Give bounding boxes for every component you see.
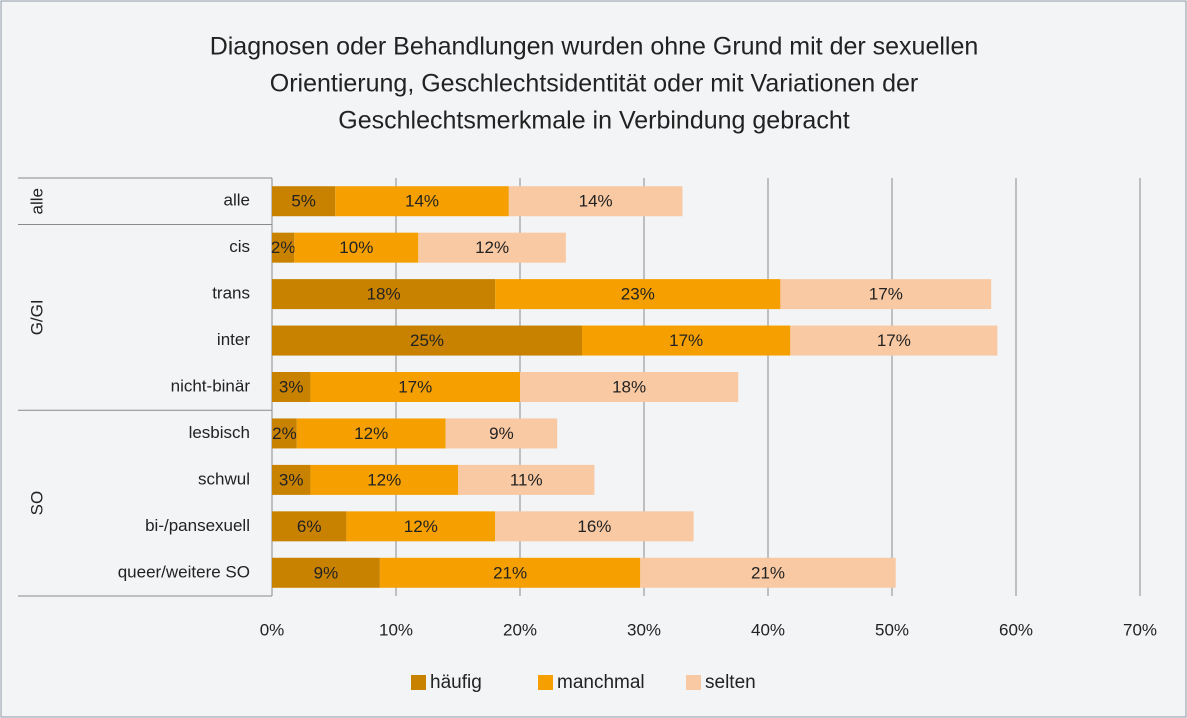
group-label: G/GI [27,299,46,335]
bar-segment [272,232,295,263]
chart-title: Diagnosen oder Behandlungen wurden ohne … [210,33,979,61]
data-label: 12% [404,517,438,536]
data-label: 18% [612,377,646,396]
bar-segment [272,186,336,217]
group-label: SO [27,491,46,516]
x-tick-label: 50% [875,620,909,639]
data-label: 12% [354,424,388,443]
data-label: 11% [510,470,543,489]
x-tick-label: 60% [999,620,1033,639]
data-label: 14% [579,192,613,211]
data-label: 17% [398,377,432,396]
y-tick-label: bi-/pansexuell [145,516,250,535]
legend-swatch [411,675,426,690]
bar-segment [780,279,992,310]
bar-segment [335,186,509,217]
y-tick-label: lesbisch [189,423,250,442]
bar-segment [640,557,896,588]
data-label: 17% [877,331,911,350]
bar-segment [310,464,458,495]
data-label: 2% [272,424,297,443]
legend-swatch [538,675,553,690]
x-tick-label: 20% [503,620,537,639]
y-tick-label: trans [212,284,250,303]
bar-segment [582,325,791,356]
data-label: 25% [410,331,444,350]
group-label: alle [27,188,46,214]
bar-segment [445,418,558,449]
data-label: 12% [475,238,509,257]
y-tick-label: nicht-binär [171,376,251,395]
bar-segment [418,232,566,263]
bar-segment [272,511,347,542]
legend-swatch [686,675,701,690]
x-tick-label: 30% [627,620,661,639]
x-tick-label: 70% [1123,620,1157,639]
data-label: 6% [297,517,322,536]
data-label: 2% [271,238,296,257]
data-label: 17% [669,331,703,350]
bar-segment [458,464,595,495]
bar-segment [272,372,311,402]
data-label: 3% [279,470,304,489]
data-label: 9% [489,424,514,443]
data-label: 21% [751,563,785,582]
bar-segment [296,418,446,449]
bar-segment [272,418,297,449]
bar-segment [346,511,496,542]
data-label: 9% [314,563,339,582]
data-label: 3% [279,377,304,396]
bar-segment [272,279,496,310]
y-tick-label: queer/weitere SO [118,562,250,581]
bar-segment [495,511,694,542]
bar-segment [379,557,641,588]
x-tick-label: 10% [379,620,413,639]
data-label: 16% [577,517,611,536]
data-label: 18% [367,285,401,304]
x-tick-label: 40% [751,620,785,639]
y-tick-label: inter [217,330,250,349]
legend-label: manchmal [557,672,645,693]
legend-label: selten [705,672,756,693]
data-label: 17% [869,285,903,304]
legend-label: häufig [430,672,482,693]
y-tick-label: schwul [198,469,250,488]
chart-title: Geschlechtsmerkmale in Verbindung gebrac… [338,107,849,135]
bar-segment [294,232,419,263]
bar-segment [495,279,781,310]
data-label: 10% [339,238,373,257]
chart-title: Orientierung, Geschlechtsidentität oder … [270,70,919,98]
y-tick-label: cis [229,237,250,256]
data-label: 5% [291,192,316,211]
bar-segment [790,325,998,356]
bar-segment [272,464,311,495]
data-label: 12% [367,470,401,489]
bar-segment [310,372,520,402]
x-tick-label: 0% [260,620,285,639]
data-label: 21% [493,563,527,582]
bar-segment [508,186,683,217]
data-label: 23% [621,285,655,304]
data-label: 14% [405,192,439,211]
bar-segment [520,372,739,402]
bar-segment [272,557,380,588]
y-tick-label: alle [224,191,250,210]
bar-segment [272,325,582,356]
